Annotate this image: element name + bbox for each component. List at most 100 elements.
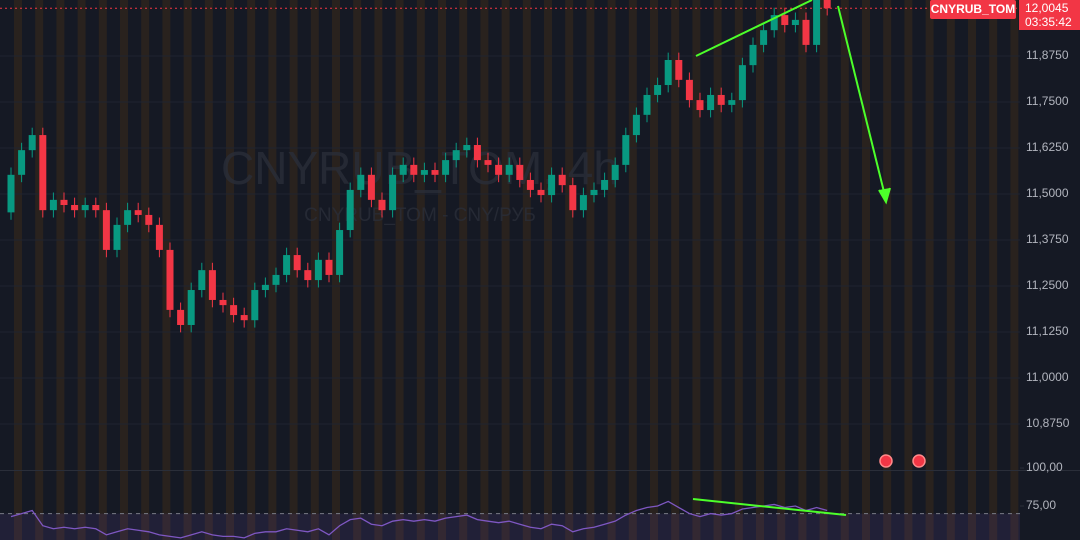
candle-body xyxy=(240,315,248,321)
stripe xyxy=(438,0,446,540)
candle-body xyxy=(823,0,831,9)
y-tick-label: 11,6250 xyxy=(1026,140,1069,154)
stripe xyxy=(650,0,658,540)
stripe xyxy=(607,0,616,540)
trend-line xyxy=(695,0,813,57)
stripe xyxy=(1010,0,1019,540)
candle-body xyxy=(389,174,397,211)
candle-body xyxy=(505,164,513,175)
symbol-tag: CNYRUB_TOM xyxy=(931,2,1015,16)
candle-body xyxy=(526,179,534,190)
candle-body xyxy=(346,189,354,231)
candle-body xyxy=(654,85,662,95)
candle-body xyxy=(92,205,100,211)
candle-body xyxy=(336,230,344,275)
stripe xyxy=(862,0,870,540)
candle-body xyxy=(325,259,333,275)
stripe xyxy=(183,0,192,540)
candle-body xyxy=(452,150,460,161)
stripe xyxy=(332,0,340,540)
candle-body xyxy=(622,135,630,165)
rsi-pane xyxy=(0,500,1020,540)
candle-body xyxy=(590,189,598,196)
candle-body xyxy=(177,309,185,325)
grid xyxy=(0,7,1020,425)
candle-body xyxy=(632,114,640,136)
stripe xyxy=(98,0,107,540)
event-dot[interactable] xyxy=(879,454,893,468)
stripe xyxy=(204,0,213,540)
stripe xyxy=(120,0,128,540)
candle-body xyxy=(420,170,428,175)
stripe xyxy=(268,0,277,540)
candle-body xyxy=(367,174,375,200)
candle-body xyxy=(495,164,503,175)
candle-body xyxy=(463,145,471,151)
candle-body xyxy=(696,100,704,111)
watermark-title: CNYRUB_TOM, 4h xyxy=(221,142,619,194)
stripe xyxy=(353,0,362,540)
candle-body xyxy=(399,164,407,175)
candle-body xyxy=(675,59,683,80)
candles xyxy=(7,0,831,333)
stripe xyxy=(671,0,680,540)
stripe xyxy=(946,0,955,540)
price-axis: 11,8750 11,7500 11,6250 11,5000 11,3750 11,25… xyxy=(1020,48,1070,512)
stripe xyxy=(226,0,234,540)
candle-body xyxy=(251,290,259,321)
candle-body xyxy=(208,270,216,300)
stripe xyxy=(713,0,722,540)
candle-body xyxy=(579,195,587,211)
candle-body xyxy=(738,65,746,101)
candle-body xyxy=(113,224,121,250)
stripe xyxy=(968,0,976,540)
last-price-box xyxy=(1019,0,1080,30)
stripe xyxy=(310,0,319,540)
stripe xyxy=(692,0,701,540)
candle-body xyxy=(813,0,821,45)
stripe xyxy=(35,0,44,540)
stripe xyxy=(480,0,489,540)
stripe xyxy=(883,0,892,540)
stripe xyxy=(56,0,65,540)
candle-body xyxy=(39,135,47,211)
candle-body xyxy=(134,210,142,215)
candle-body xyxy=(272,274,280,285)
candle-body xyxy=(431,170,439,175)
candle-body xyxy=(760,30,768,45)
stripe xyxy=(14,0,22,540)
stripe xyxy=(565,0,574,540)
countdown: 03:35:42 xyxy=(1025,15,1072,29)
candle-body xyxy=(410,164,418,175)
drawings xyxy=(692,0,891,516)
stripe xyxy=(522,0,531,540)
y-tick-label: 11,8750 xyxy=(1026,48,1069,62)
candle-body xyxy=(802,19,810,45)
session-stripes xyxy=(14,0,1019,540)
candle-body xyxy=(314,259,322,281)
y-tick-label: 11,5000 xyxy=(1026,186,1069,200)
event-dot[interactable] xyxy=(912,454,926,468)
candle-body xyxy=(473,145,481,161)
candle-body xyxy=(685,79,693,101)
candle-body xyxy=(569,185,577,211)
candle-body xyxy=(791,19,799,26)
candle-body xyxy=(124,210,132,225)
stripe xyxy=(586,0,595,540)
candle-body xyxy=(304,270,312,281)
stripe xyxy=(416,0,425,540)
stripe xyxy=(798,0,807,540)
candle-body xyxy=(707,94,715,111)
candle-body xyxy=(728,100,736,105)
candle-body xyxy=(283,255,291,275)
arrow-head xyxy=(878,187,891,205)
candle-body xyxy=(60,199,68,206)
y-tick-label: 10,8750 xyxy=(1026,416,1070,430)
candle-body xyxy=(7,174,15,213)
stripe xyxy=(734,0,743,540)
rsi-trend-line xyxy=(692,498,847,516)
candle-body xyxy=(293,255,301,271)
stripe xyxy=(628,0,637,540)
